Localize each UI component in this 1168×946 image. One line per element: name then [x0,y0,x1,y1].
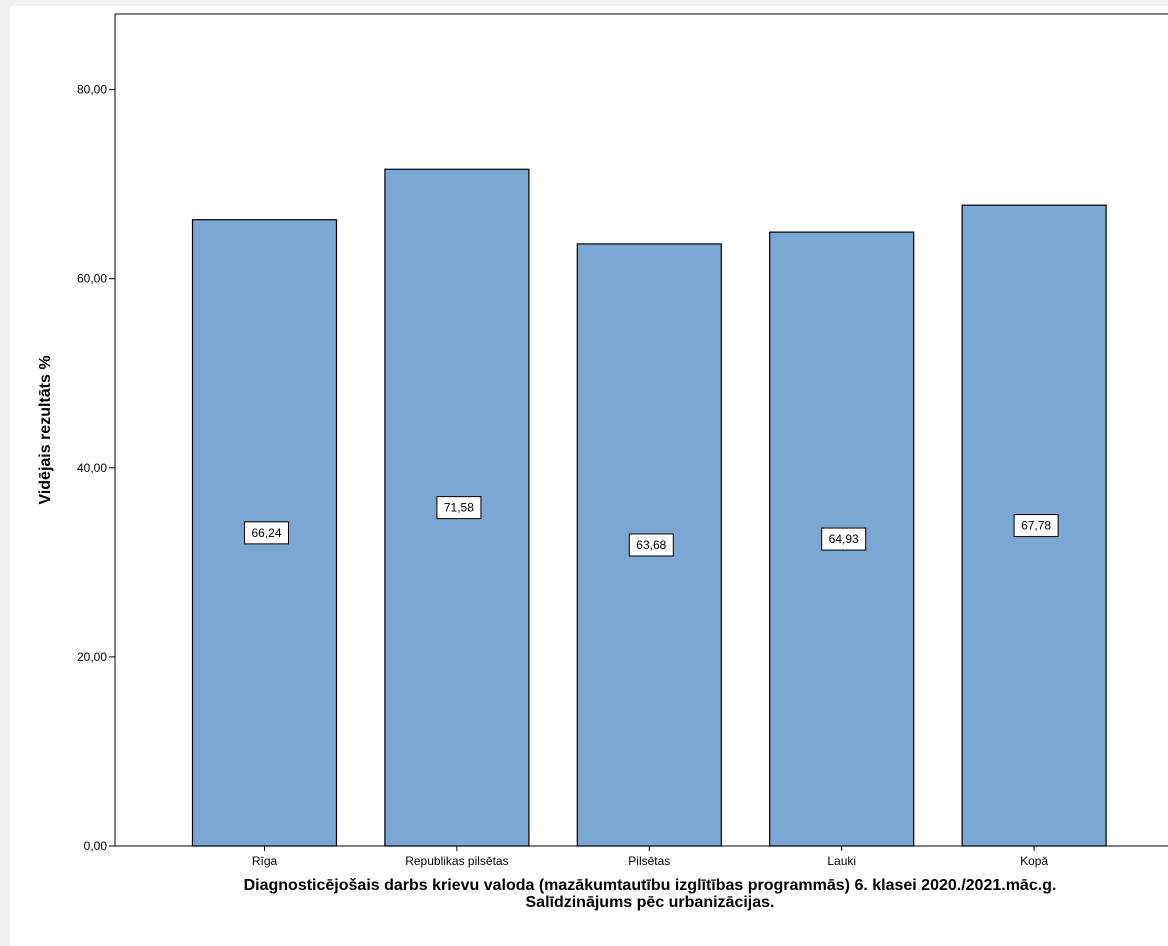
data-label-1: 71,58 [444,501,474,515]
x-tick-label-1: Republikas pilsētas [405,854,508,868]
y-tick-label-3: 60,00 [77,272,107,286]
data-label-box-4 [1013,514,1059,538]
y-axis-title: Vidējais rezultāts % [37,355,54,504]
y-tick-label-1: 20,00 [77,650,107,664]
bar-chart: 0,00 20,00 40,00 60,00 80,00 Vidējais rezultā… [37,13,1168,911]
x-tick-label-3: Lauki [827,854,856,868]
x-tick-label-0: Rīga [252,854,278,868]
data-label-box-2 [628,533,674,557]
x-axis-title-line-2: Salīdzinājums pēc urbanizācijas. [526,894,775,911]
data-label-0: 66,24 [251,526,281,540]
x-tick-label-4: Kopā [1020,854,1048,868]
x-axis-title-line-1: Diagnosticējošais darbs krievu valoda (m… [244,877,1057,894]
y-tick-label-2: 40,00 [77,461,107,475]
data-label-box-0 [244,521,289,545]
y-tick-label-0: 0,00 [84,839,108,853]
x-tick-label-2: Pilsētas [628,854,670,868]
data-label-3: 64,93 [829,532,859,546]
chart-frame: 0,00 20,00 40,00 60,00 80,00 Vidējais rezultā… [10,6,1168,946]
data-label-box-1 [436,496,482,520]
plot-area: 0,00 20,00 40,00 60,00 80,00 Vidējais rezultā… [37,13,1168,911]
data-label-4: 67,78 [1021,519,1051,533]
y-tick-label-4: 80,00 [77,83,107,97]
data-label-2: 63,68 [636,538,666,552]
data-label-box-3 [821,527,867,551]
